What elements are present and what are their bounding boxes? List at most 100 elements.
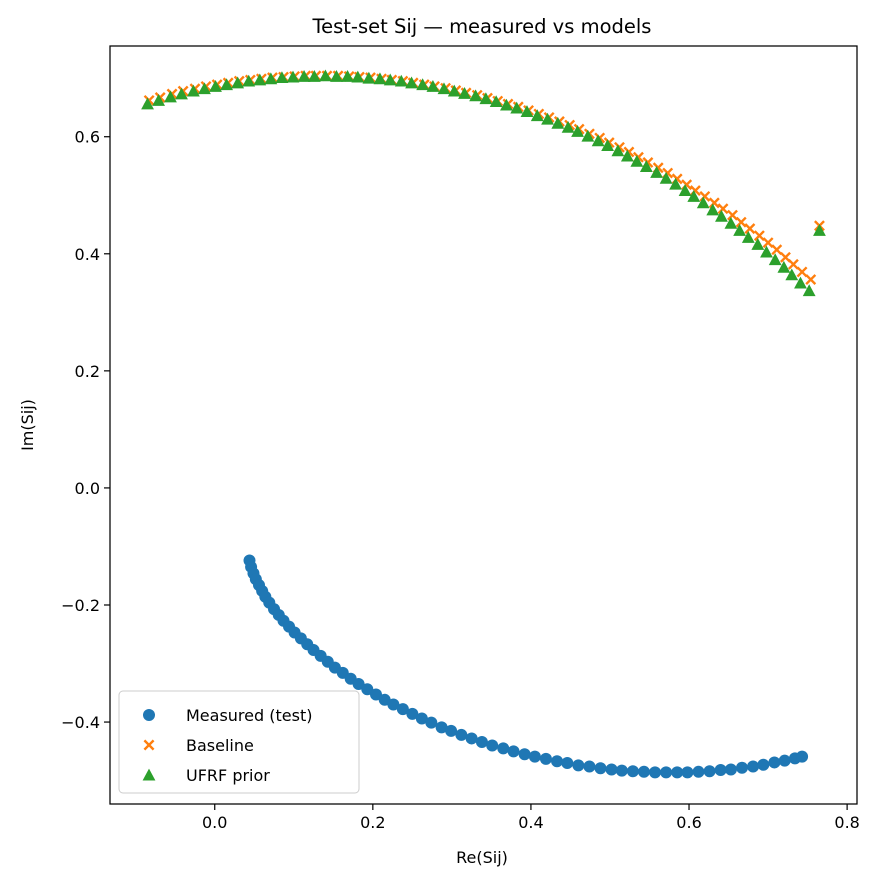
- legend-item: Measured (test): [143, 706, 312, 725]
- data-point: [319, 69, 332, 82]
- data-point: [387, 698, 400, 711]
- data-point: [637, 765, 650, 778]
- data-point: [778, 754, 791, 767]
- data-point: [760, 245, 773, 258]
- data-point: [209, 79, 222, 92]
- data-point: [659, 171, 673, 184]
- y-tick-label: 0.2: [75, 362, 100, 381]
- data-point: [275, 71, 289, 84]
- data-point: [405, 76, 418, 89]
- data-point: [369, 688, 382, 701]
- data-point: [717, 203, 729, 215]
- data-point: [768, 756, 781, 769]
- data-point: [253, 73, 267, 86]
- x-axis: 0.0 0.2 0.4 0.6 0.8: [202, 804, 860, 832]
- data-point: [581, 129, 595, 142]
- data-point: [455, 728, 468, 741]
- data-point: [733, 223, 747, 236]
- data-point: [507, 745, 520, 758]
- legend-item: UFRF prior: [142, 766, 270, 785]
- data-point: [164, 90, 177, 103]
- data-point: [437, 82, 451, 95]
- x-axis-title: Re(Sij): [456, 848, 508, 867]
- data-point: [735, 761, 748, 774]
- data-point: [681, 766, 694, 779]
- data-point: [794, 276, 807, 289]
- data-point: [416, 78, 430, 91]
- data-point: [802, 284, 816, 297]
- data-point: [242, 74, 256, 87]
- data-point: [620, 149, 634, 162]
- data-point: [541, 112, 554, 125]
- data-point: [530, 109, 544, 122]
- x-tick-label: 0.2: [360, 813, 385, 832]
- data-point: [220, 78, 233, 91]
- data-point: [362, 71, 376, 84]
- data-point: [373, 72, 387, 85]
- data-point: [406, 707, 419, 720]
- data-point: [650, 166, 664, 178]
- legend: Measured (test) Baseline UFRF prior: [118, 690, 360, 794]
- legend-item: Baseline: [143, 736, 254, 755]
- data-point: [611, 144, 625, 157]
- data-point: [175, 87, 188, 100]
- series-circle-points: [243, 554, 809, 779]
- y-tick-label: −0.2: [61, 596, 100, 615]
- data-point: [561, 120, 575, 133]
- plot-area: [109, 45, 858, 805]
- data-point: [510, 101, 524, 114]
- data-point: [447, 84, 461, 97]
- data-point: [352, 678, 365, 691]
- data-point: [735, 216, 747, 228]
- data-point: [539, 752, 552, 765]
- x-tick-label: 0.6: [676, 813, 701, 832]
- data-point: [630, 154, 644, 167]
- y-axis-title: Im(Sij): [18, 399, 37, 451]
- data-point: [551, 116, 565, 129]
- y-tick-label: 0.0: [75, 479, 100, 498]
- data-point: [445, 724, 458, 737]
- data-point: [708, 197, 720, 209]
- data-point: [186, 84, 200, 97]
- data-point: [751, 238, 765, 250]
- y-tick-label: −0.4: [61, 713, 100, 732]
- data-point: [805, 274, 817, 285]
- data-point: [768, 253, 782, 266]
- data-point: [394, 74, 408, 87]
- data-point: [415, 712, 428, 725]
- data-point: [486, 739, 499, 752]
- data-point: [757, 758, 770, 771]
- data-point: [361, 683, 374, 696]
- data-point: [479, 92, 493, 105]
- data-point: [747, 760, 760, 773]
- legend-box: [118, 690, 360, 794]
- data-point: [796, 750, 809, 763]
- data-point: [601, 139, 615, 151]
- x-tick-label: 0.0: [202, 813, 227, 832]
- chart-title: Test-set Sij — measured vs models: [312, 15, 652, 38]
- data-point: [687, 190, 701, 202]
- data-point: [286, 70, 300, 83]
- legend-marker: [143, 739, 155, 751]
- x-tick-label: 0.4: [518, 813, 543, 832]
- data-point: [703, 765, 716, 778]
- data-point: [669, 177, 682, 190]
- chart-marks: [141, 69, 826, 779]
- data-point: [231, 76, 245, 89]
- data-point: [571, 125, 584, 137]
- data-point: [813, 223, 826, 236]
- data-point: [714, 764, 727, 777]
- data-point: [396, 703, 409, 716]
- series-triangle-points: [141, 69, 826, 297]
- data-point: [500, 98, 513, 111]
- y-tick-label: 0.6: [75, 128, 100, 147]
- data-point: [198, 82, 211, 95]
- data-point: [605, 763, 618, 776]
- data-point: [307, 70, 321, 82]
- data-point: [649, 766, 662, 779]
- data-point: [528, 750, 541, 763]
- data-point: [706, 203, 720, 216]
- data-point: [583, 760, 596, 773]
- data-point: [594, 762, 607, 775]
- data-point: [753, 230, 765, 242]
